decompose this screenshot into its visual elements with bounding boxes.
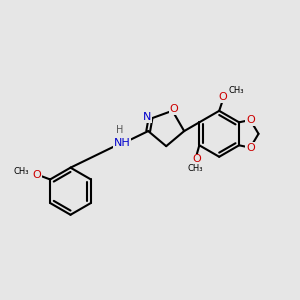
Text: CH₃: CH₃	[228, 86, 244, 95]
Text: O: O	[192, 154, 201, 164]
Text: O: O	[218, 92, 227, 102]
Text: CH₃: CH₃	[14, 167, 29, 176]
Text: N: N	[143, 112, 151, 122]
Text: O: O	[169, 104, 178, 114]
Text: O: O	[246, 142, 255, 153]
Text: O: O	[246, 115, 255, 125]
Text: NH: NH	[114, 138, 130, 148]
Text: H: H	[116, 125, 123, 135]
Text: CH₃: CH₃	[187, 164, 202, 173]
Text: O: O	[32, 170, 41, 180]
